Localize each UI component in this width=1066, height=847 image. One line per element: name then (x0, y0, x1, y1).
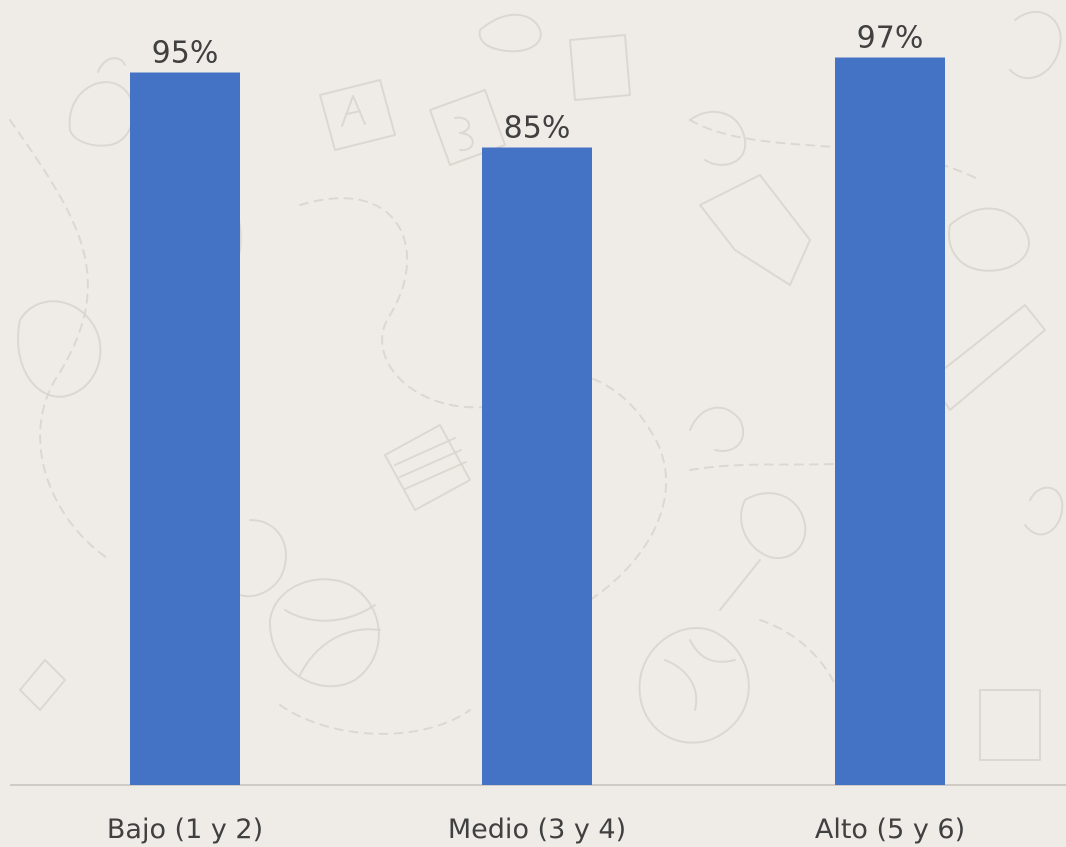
x-tick-label-1: Bajo (1 y 2) (107, 814, 263, 845)
data-label-1: 95% (152, 36, 219, 71)
data-label-3: 97% (857, 21, 924, 56)
data-label-2: 85% (504, 111, 571, 146)
x-tick-label-2: Medio (3 y 4) (448, 814, 626, 845)
x-tick-label-3: Alto (5 y 6) (815, 814, 965, 845)
bars-group (130, 57, 945, 785)
bar-1 (130, 72, 240, 785)
x-tick-labels-group: Bajo (1 y 2) Medio (3 y 4) Alto (5 y 6) (107, 814, 965, 845)
bar-2 (482, 147, 592, 785)
bar-3 (835, 57, 945, 785)
data-labels-group: 95% 85% 97% (152, 21, 924, 146)
